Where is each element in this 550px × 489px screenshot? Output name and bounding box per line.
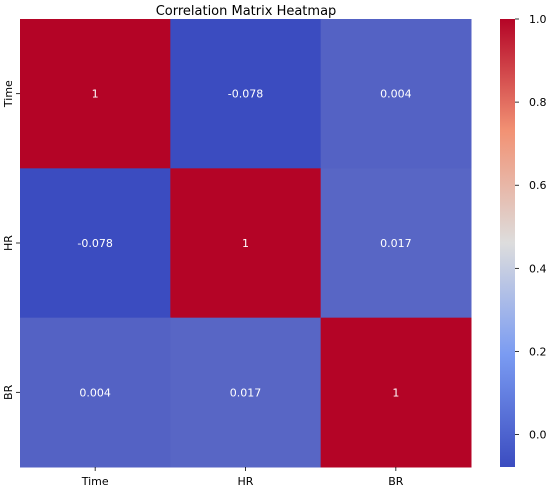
heatmap-value-labels: 1 -0.078 0.004 -0.078 1 0.017 0.004 0.017 1 <box>77 88 411 400</box>
y-tick-label-br: BR <box>2 384 15 400</box>
x-axis: Time HR BR <box>81 467 404 488</box>
cell-value-label: 1 <box>392 386 399 399</box>
cell-value-label: 0.017 <box>380 237 412 250</box>
colorbar-ticks: 0.0 0.2 0.4 0.6 0.8 1.0 <box>515 13 547 442</box>
heatmap-cell-hr-time <box>20 168 171 319</box>
colorbar-tick-label: 0.2 <box>529 345 547 358</box>
colorbar-tick-label: 0.0 <box>529 429 547 442</box>
colorbar <box>500 19 515 467</box>
colorbar-tick-label: 0.8 <box>529 96 547 109</box>
heatmap-cell-time-hr <box>170 19 322 169</box>
cell-value-label: -0.078 <box>77 237 112 250</box>
x-tick-label-hr: HR <box>238 475 254 488</box>
y-tick-label-hr: HR <box>2 235 15 251</box>
cell-value-label: -0.078 <box>228 88 263 101</box>
colorbar-tick-label: 0.6 <box>529 179 547 192</box>
colorbar-tick-label: 0.4 <box>529 262 547 275</box>
y-tick-label-time: Time <box>2 80 15 108</box>
heatmap-cell-br-time <box>20 317 171 468</box>
heatmap-cell-br-hr <box>170 317 322 468</box>
cell-value-label: 0.017 <box>230 386 262 399</box>
cell-value-label: 0.004 <box>79 386 111 399</box>
cell-value-label: 1 <box>92 88 99 101</box>
chart-title: Correlation Matrix Heatmap <box>156 4 337 19</box>
x-tick-label-time: Time <box>81 475 109 488</box>
heatmap-cell-time-br <box>320 19 472 169</box>
colorbar-gradient <box>500 19 515 467</box>
x-tick-label-br: BR <box>388 475 404 488</box>
heatmap-cells <box>20 19 472 468</box>
cell-value-label: 0.004 <box>380 88 412 101</box>
heatmap-cell-br-br <box>320 317 472 468</box>
heatmap-cell-hr-br <box>320 168 472 319</box>
heatmap-cell-hr-hr <box>170 168 322 319</box>
colorbar-tick-label: 1.0 <box>529 13 547 26</box>
y-axis: Time HR BR <box>2 80 20 400</box>
heatmap-cell-time-time <box>20 19 171 169</box>
cell-value-label: 1 <box>242 237 249 250</box>
